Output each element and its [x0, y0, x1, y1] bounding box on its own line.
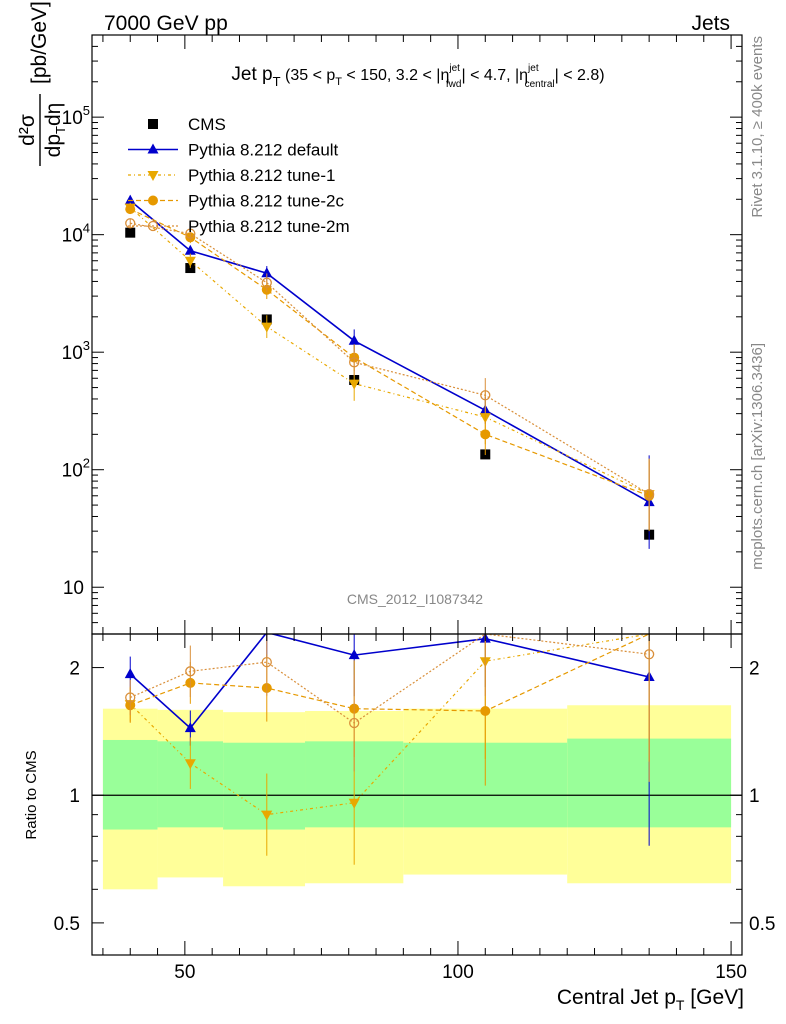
ratio-marks: [124, 634, 655, 865]
data-point: [184, 256, 196, 267]
data-point: [184, 244, 196, 255]
ratio-frame: [91, 633, 743, 956]
legend: CMS Pythia 8.212 default Pythia 8.212 tune…: [128, 115, 350, 236]
ratio-y-tick-label: 2: [69, 659, 80, 680]
ratio-line-1: [129, 634, 650, 816]
ratio-ylabel: Ratio to CMS: [23, 750, 40, 839]
series-line-4: [130, 222, 650, 495]
main-ylabel: d²σ dpTdη [pb/GeV]: [16, 1, 68, 166]
band-inner: [223, 742, 306, 830]
legend-label: Pythia 8.212 tune-2c: [188, 192, 344, 211]
data-point: [185, 263, 196, 274]
ratio-y-tick-label: 1: [69, 786, 80, 807]
data-point: [348, 334, 360, 345]
data-point: [480, 390, 491, 401]
series-line-3: [129, 208, 650, 497]
ratio-point: [185, 666, 196, 677]
ratio-point: [125, 692, 136, 703]
data-point: [261, 267, 273, 278]
x-tick-label: 100: [442, 962, 474, 983]
ratio-y-tick-label: 0.5: [54, 914, 80, 935]
legend-marker: [148, 119, 158, 129]
y-tick-label: 104: [62, 221, 90, 247]
y-tick-label: 105: [62, 103, 90, 129]
ratio-panel: 0.5 0.5 1 1 2 2 50 100 150 Ratio to CMS Central …: [23, 633, 775, 1013]
ratio-line-2: [130, 634, 650, 712]
legend-marker: [147, 220, 159, 232]
data-point: [261, 277, 272, 288]
legend-marker: [148, 195, 158, 206]
rivet-label: Rivet 3.1.10, ≥ 400k events: [749, 36, 766, 218]
ratio-bands: [92, 705, 742, 890]
band-inner: [102, 739, 158, 830]
main-title: Jet pT (35 < pT < 150, 3.2 < |ηjet fwd| <…: [231, 63, 604, 90]
data-point: [125, 227, 136, 238]
ratio-point: [184, 759, 196, 770]
svg-text:[pb/GeV]: [pb/GeV]: [28, 1, 51, 84]
x-axis-label: Central Jet pT [GeV]: [557, 986, 744, 1013]
ratio-point: [261, 810, 273, 821]
ratio-point: [184, 722, 196, 733]
series-line-1: [129, 199, 650, 503]
data-point: [125, 218, 136, 229]
ratio-y-tick-label-right: 2: [749, 659, 760, 680]
main-marks: [124, 194, 655, 549]
data-point: [349, 357, 360, 368]
ratio-point: [124, 668, 136, 679]
main-ticks: 10 102 103 104 105: [62, 34, 742, 635]
mcplots-label: mcplots.cern.ch [arXiv:1306.3436]: [749, 343, 766, 570]
ratio-y-tick-label-right: 0.5: [749, 914, 775, 935]
svg-text:d²σ: d²σ: [16, 114, 39, 146]
x-tick-label: 150: [715, 962, 747, 983]
ratio-ticks: 0.5 0.5 1 1 2 2 50 100 150: [54, 634, 775, 983]
ratio-point: [480, 705, 491, 716]
ratio-point: [643, 649, 655, 660]
y-tick-label: 10: [63, 578, 84, 599]
data-point: [348, 379, 360, 390]
data-point: [261, 322, 273, 333]
ratio-y-tick-label-right: 1: [749, 786, 760, 807]
y-tick-label: 103: [62, 338, 90, 364]
ratio-point: [348, 649, 360, 660]
series-line-2: [129, 207, 650, 495]
header-left: 7000 GeV pp: [104, 12, 228, 35]
data-point: [185, 228, 196, 239]
data-point: [125, 204, 136, 215]
data-point: [643, 488, 655, 500]
svg-text:dpTdη: dpTdη: [42, 103, 68, 158]
ratio-point: [348, 798, 360, 809]
ratio-point: [349, 717, 360, 729]
header-right: Jets: [691, 12, 730, 35]
data-point: [480, 429, 491, 440]
ratio-series-group: [124, 634, 655, 865]
x-tick-label: 50: [174, 962, 195, 983]
main-panel: 10 102 103 104 105 Jet pT (35 < pT < 150, 3.…: [16, 1, 743, 635]
data-point: [124, 194, 136, 205]
legend-label: Pythia 8.212 default: [188, 141, 339, 160]
ratio-point: [261, 656, 272, 668]
y-tick-label: 102: [62, 456, 90, 482]
legend-label: Pythia 8.212 tune-1: [188, 166, 335, 185]
legend-label: CMS: [188, 115, 226, 134]
ratio-line-0: [129, 634, 650, 730]
legend-marker: [147, 171, 159, 181]
watermark: CMS_2012_I1087342: [347, 591, 483, 607]
legend-marker: [147, 143, 159, 154]
legend-label: Pythia 8.212 tune-2m: [188, 217, 350, 236]
